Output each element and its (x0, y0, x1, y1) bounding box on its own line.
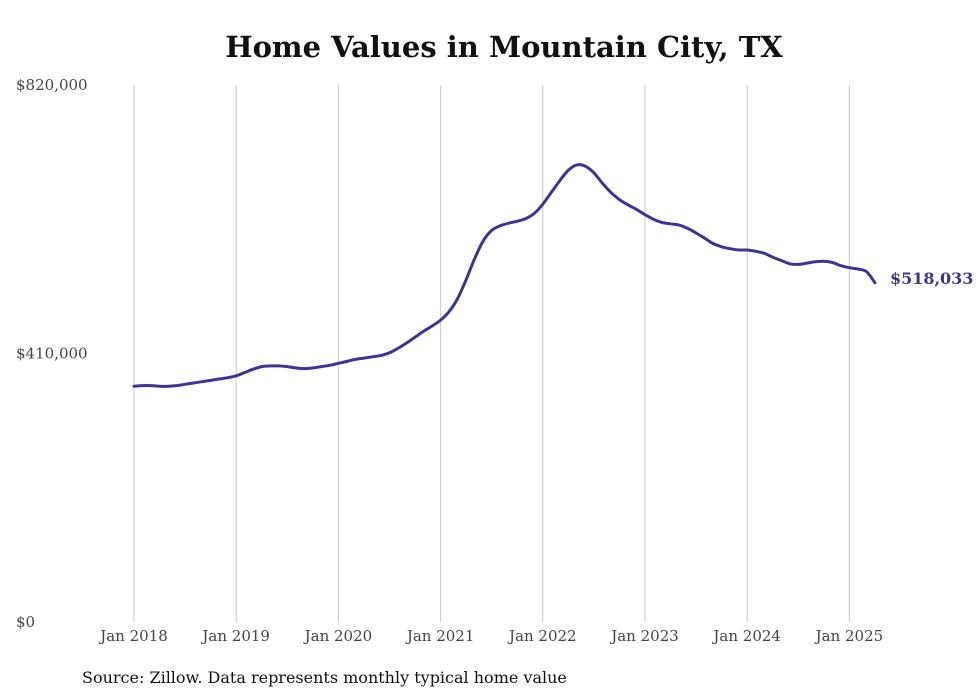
x-tick-label: Jan 2025 (814, 627, 884, 645)
chart-title: Home Values in Mountain City, TX (225, 30, 783, 64)
series-line (132, 163, 877, 388)
y-tick-label: $820,000 (16, 76, 88, 94)
x-tick-label: Jan 2019 (200, 627, 270, 645)
x-tick-label: Jan 2020 (303, 627, 373, 645)
y-tick-label: $410,000 (16, 345, 88, 363)
x-tick-label: Jan 2023 (609, 627, 679, 645)
x-tick-label: Jan 2018 (98, 627, 168, 645)
x-tick-label: Jan 2021 (405, 627, 475, 645)
x-tick-label: Jan 2022 (507, 627, 577, 645)
y-tick-label: $0 (16, 613, 35, 631)
end-value-label: $518,033 (890, 269, 974, 288)
source-note: Source: Zillow. Data represents monthly … (82, 668, 567, 687)
x-tick-label: Jan 2024 (711, 627, 781, 645)
